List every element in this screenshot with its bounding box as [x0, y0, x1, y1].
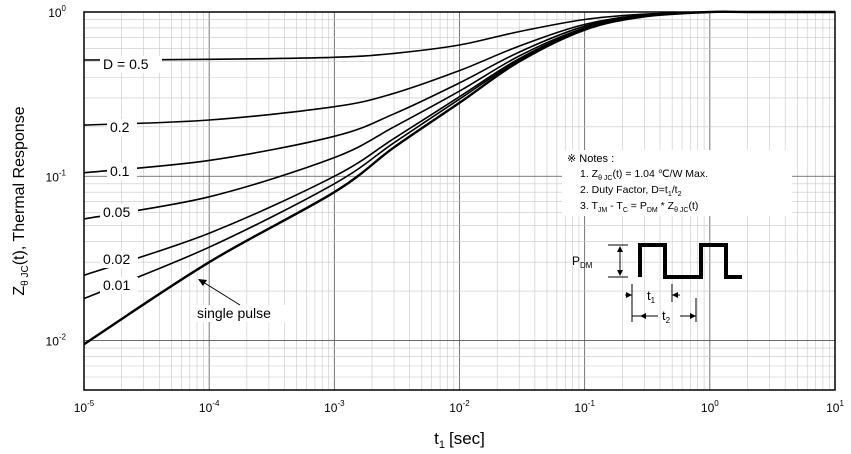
y-tick-label: 100 — [48, 4, 66, 20]
y-tick-label: 10-2 — [46, 333, 67, 349]
tick-labels: 10-5 10-4 10-3 10-2 10-1 100 101 10-2 10-1 100 — [46, 4, 845, 415]
t2-arrowhead-left-icon — [640, 313, 646, 319]
note-2: 2. Duty Factor, D=t1/t2 — [580, 184, 682, 198]
x-tick-label: 10-1 — [574, 399, 595, 415]
series-label-bg — [100, 251, 138, 268]
series-label: D = 0.5 — [103, 56, 149, 72]
t1-arrowhead-left-icon — [626, 292, 632, 298]
series-label: 0.1 — [110, 163, 130, 179]
t1-label: t1 — [647, 288, 656, 305]
x-tick-label: 101 — [826, 399, 844, 415]
pdm-label: PDM — [572, 254, 593, 270]
series-label: 0.01 — [103, 277, 130, 293]
pulse-diagram: PDM t1 t2 — [572, 243, 742, 325]
x-tick-label: 100 — [701, 399, 719, 415]
x-tick-label: 10-2 — [449, 399, 470, 415]
single-pulse-arrow-line — [202, 281, 241, 306]
t2-label: t2 — [662, 308, 671, 325]
note-3: 3. TJM - TC = PDM * Zθ JC(t) — [580, 200, 698, 214]
pdm-arrow-down-icon — [617, 270, 623, 276]
series-label: 0.05 — [103, 204, 130, 220]
pulse-waveform — [638, 243, 742, 279]
plot-frame — [83, 11, 836, 391]
series-label-bg — [100, 277, 138, 294]
series-label: single pulse — [197, 305, 271, 321]
x-axis-title: t1 [sec] — [434, 429, 485, 451]
x-tick-label: 10-5 — [74, 399, 95, 415]
notes-background — [562, 150, 792, 216]
series-label-bg — [194, 305, 296, 322]
series-label-bg — [100, 56, 162, 73]
t1-arrowhead-right-icon — [672, 292, 678, 298]
x-tick-label: 10-4 — [199, 399, 220, 415]
notes-annotation: ※ Notes : 1. Zθ JC(t) = 1.04 ℃/W Max. 2.… — [562, 150, 792, 216]
series-label: 0.02 — [103, 251, 130, 267]
pdm-arrow-up-icon — [617, 246, 623, 252]
y-axis-title: Zθ JC(t), Thermal Response — [11, 106, 31, 295]
note-1: 1. Zθ JC(t) = 1.04 ℃/W Max. — [580, 168, 708, 182]
single-pulse-arrowhead-icon — [198, 279, 207, 286]
y-tick-label: 10-1 — [46, 168, 67, 184]
single-pulse-pointer — [198, 279, 241, 306]
series-label-bg — [107, 119, 137, 136]
series-label-bg — [107, 163, 137, 180]
series-label: 0.2 — [110, 119, 130, 135]
series-label-bg — [100, 204, 138, 221]
t2-arrowhead-right-icon — [690, 313, 696, 319]
x-tick-label: 10-3 — [324, 399, 345, 415]
series-labels: D = 0.5 0.2 0.1 0.05 0.02 0.01 single pulse — [100, 56, 296, 322]
notes-title: ※ Notes : — [567, 153, 614, 165]
